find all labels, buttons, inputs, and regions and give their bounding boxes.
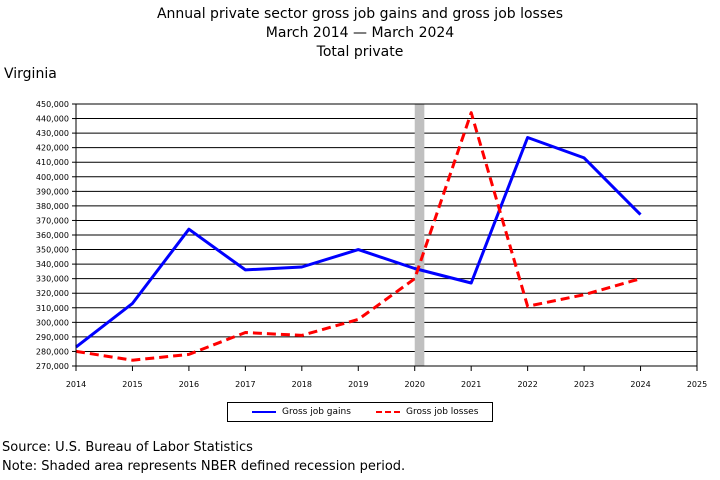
series-line-gross-job-gains xyxy=(75,136,642,349)
chart-subtitle-period: March 2014 — March 2024 xyxy=(265,25,455,41)
legend-label-losses: Gross job losses xyxy=(406,407,479,417)
y-tick-label: 280,000 xyxy=(36,347,69,356)
legend-swatch-losses xyxy=(376,411,400,413)
legend-item-losses: Gross job losses xyxy=(376,407,478,417)
y-tick-label: 330,000 xyxy=(36,275,69,284)
y-tick-label: 360,000 xyxy=(36,231,69,240)
source-note: Source: U.S. Bureau of Labor Statistics xyxy=(2,440,253,455)
series-lines xyxy=(75,111,642,362)
grid-lines xyxy=(76,103,697,367)
recession-shading xyxy=(414,104,425,366)
x-tick-label: 2022 xyxy=(517,380,537,389)
x-tick-label: 2025 xyxy=(687,380,707,389)
chart-title: Annual private sector gross job gains an… xyxy=(156,6,564,22)
y-tick-label: 300,000 xyxy=(36,318,69,327)
chart-plot: 270,000 280,000 290,000 300,000 310,000 320,0… xyxy=(36,100,707,389)
legend: Gross job gains Gross job losses xyxy=(227,402,493,422)
y-tick-label: 390,000 xyxy=(36,187,69,196)
region-label: Virginia xyxy=(4,66,57,82)
series-line-gross-job-losses xyxy=(75,111,641,362)
y-tick-label: 420,000 xyxy=(36,144,69,153)
y-tick-label: 410,000 xyxy=(36,158,69,167)
x-tick-label: 2024 xyxy=(630,380,650,389)
y-tick-label: 400,000 xyxy=(36,173,69,182)
y-tick-label: 440,000 xyxy=(36,115,69,124)
x-tick-label: 2014 xyxy=(66,380,86,389)
y-tick-label: 370,000 xyxy=(36,216,69,225)
y-tick-label: 290,000 xyxy=(36,333,69,342)
x-tick-label: 2023 xyxy=(574,380,594,389)
y-tick-label: 320,000 xyxy=(36,289,69,298)
y-tick-label: 310,000 xyxy=(36,304,69,313)
x-tick-label: 2016 xyxy=(179,380,199,389)
x-tick-label: 2018 xyxy=(292,380,312,389)
recession-note: Note: Shaded area represents NBER define… xyxy=(2,459,406,474)
y-tick-label: 350,000 xyxy=(36,246,69,255)
chart-subtitle-sector: Total private xyxy=(316,44,404,60)
legend-label-gains: Gross job gains xyxy=(282,407,351,417)
legend-swatch-gains xyxy=(252,411,276,413)
y-tick-label: 270,000 xyxy=(36,362,69,371)
x-tick-label: 2015 xyxy=(122,380,142,389)
plot-frame xyxy=(75,103,698,367)
recession-band xyxy=(414,104,425,366)
axes: 270,000 280,000 290,000 300,000 310,000 320,0… xyxy=(36,100,707,389)
y-tick-label: 430,000 xyxy=(36,129,69,138)
y-tick-label: 340,000 xyxy=(36,260,69,269)
y-tick-label: 380,000 xyxy=(36,202,69,211)
x-tick-label: 2017 xyxy=(235,380,255,389)
y-tick-label: 450,000 xyxy=(36,100,69,109)
x-tick-label: 2019 xyxy=(348,380,368,389)
legend-item-gains: Gross job gains xyxy=(252,407,351,417)
x-tick-label: 2021 xyxy=(461,380,481,389)
x-tick-label: 2020 xyxy=(405,380,425,389)
